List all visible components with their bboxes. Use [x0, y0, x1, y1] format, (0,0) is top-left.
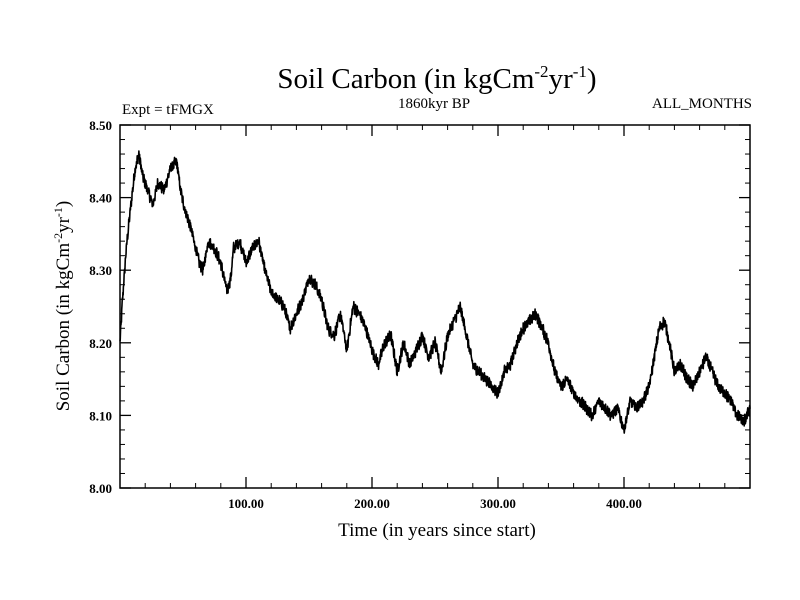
plot-frame — [119, 124, 751, 489]
x-tick-label: 300.00 — [480, 496, 516, 511]
series-line — [119, 150, 751, 434]
series-group — [119, 150, 751, 434]
x-axis-title: Time (in years since start) — [338, 520, 536, 541]
y-tick-label: 8.00 — [89, 481, 112, 496]
period-label: 1860kyr BP — [398, 96, 470, 112]
y-tick-label: 8.30 — [89, 263, 112, 278]
x-tick-label: 200.00 — [354, 496, 390, 511]
y-tick-label: 8.10 — [89, 408, 112, 423]
y-tick-label: 8.40 — [89, 191, 112, 206]
y-tick-labels: 8.00 8.10 8.20 8.30 8.40 8.50 — [89, 118, 112, 496]
months-label: ALL_MONTHS — [652, 96, 752, 112]
x-tick-labels: 100.00 200.00 300.00 400.00 — [228, 496, 642, 511]
y-axis-title: Soil Carbon (in kgCm-2yr-1) — [51, 201, 74, 412]
x-tick-label: 100.00 — [228, 496, 264, 511]
axis-ticks — [120, 124, 750, 489]
experiment-label: Expt = tFMGX — [122, 102, 214, 118]
y-tick-label: 8.50 — [89, 118, 112, 133]
y-tick-label: 8.20 — [89, 336, 112, 351]
x-tick-label: 400.00 — [606, 496, 642, 511]
chart-title: Soil Carbon (in kgCm-2yr-1) — [277, 62, 596, 95]
